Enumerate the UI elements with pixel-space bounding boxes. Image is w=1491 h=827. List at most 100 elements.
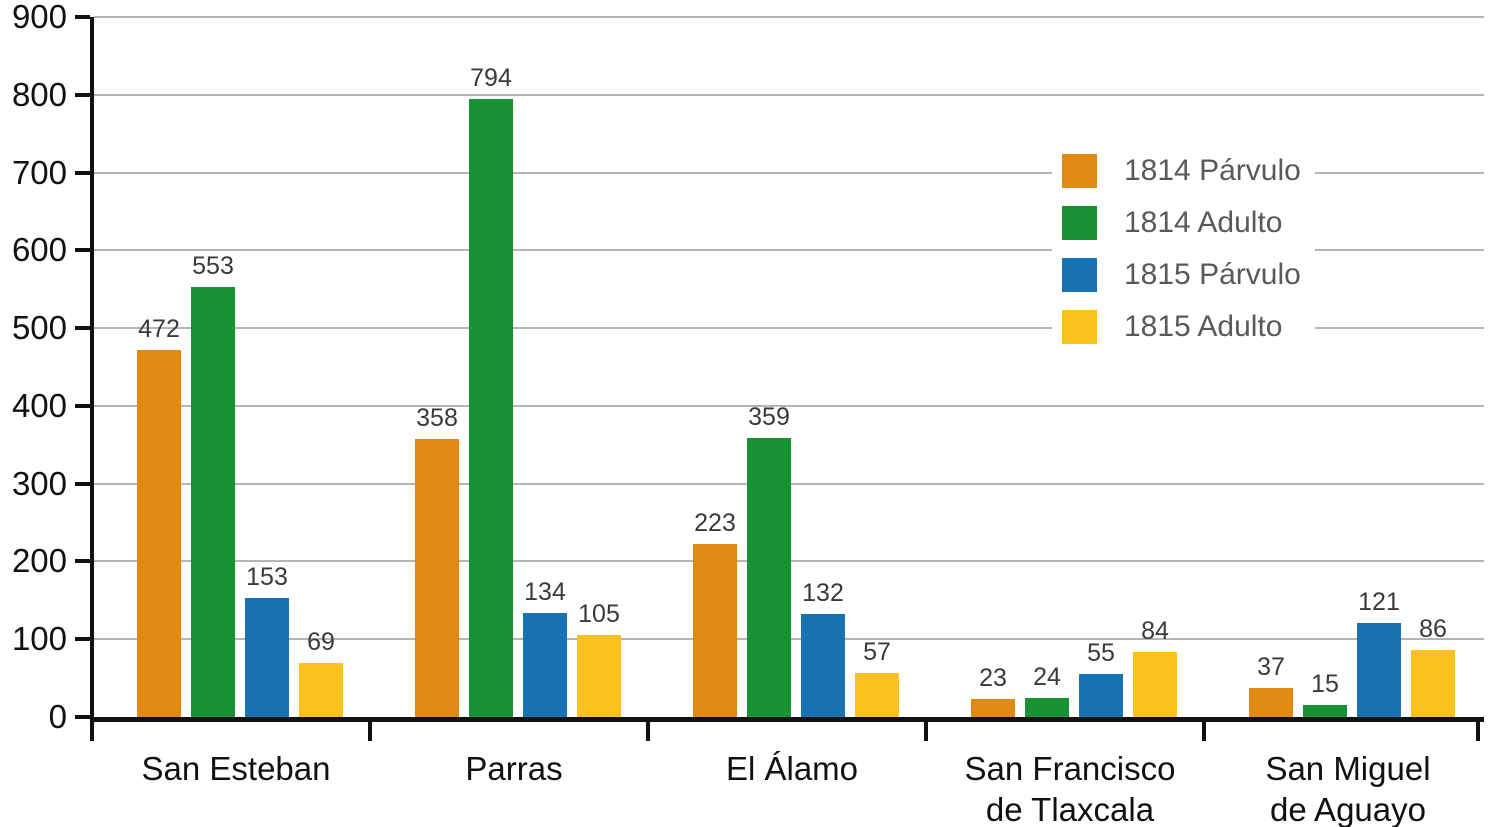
legend-row-1815 Adulto: 1815 Adulto xyxy=(1062,310,1301,344)
bar-1815 Adulto-San Miguel de Aguayo xyxy=(1411,650,1455,717)
legend-row-1815 Párvulo: 1815 Párvulo xyxy=(1062,258,1301,292)
y-axis-tick-700 xyxy=(75,170,90,175)
bar-1814 Párvulo-El Álamo xyxy=(693,543,737,717)
bar-value-label: 794 xyxy=(470,64,512,93)
x-category-label-El Álamo: El Álamo xyxy=(642,748,942,789)
bar-1815 Párvulo-Parras xyxy=(523,612,567,717)
x-axis-tick-5 xyxy=(1476,717,1480,741)
bar-1814 Párvulo-San Esteban xyxy=(137,349,181,717)
bar-1814 Párvulo-San Francisco de Tlaxcala xyxy=(971,699,1015,717)
legend-swatch-1815 Adulto xyxy=(1062,310,1097,344)
bar-1815 Párvulo-San Esteban xyxy=(245,598,289,717)
bar-group-Parras: 358 794 134 105 xyxy=(372,17,650,717)
legend-label: 1814 Adulto xyxy=(1124,206,1283,239)
plot-area: 472 553 153 69 358 794 134 105 223 359 132 57 23 24 55… xyxy=(90,16,1484,722)
gridline-500 xyxy=(94,327,1484,330)
bar-value-label: 15 xyxy=(1311,670,1339,699)
bar-1814 Adulto-San Esteban xyxy=(191,286,235,717)
gridline-600 xyxy=(94,249,1484,252)
y-axis-tick-600 xyxy=(75,248,90,253)
y-axis-label-500: 500 xyxy=(11,309,67,347)
bar-1815 Adulto-Parras xyxy=(577,635,621,717)
gridline-400 xyxy=(94,404,1484,407)
x-category-label-line: de Aguayo xyxy=(1270,791,1426,827)
bar-value-label: 23 xyxy=(979,664,1007,693)
bar-1814 Párvulo-Parras xyxy=(415,438,459,717)
y-axis-tick-500 xyxy=(75,326,90,331)
bar-value-label: 472 xyxy=(138,314,180,343)
gridline-900 xyxy=(94,16,1484,18)
x-axis-tick-4 xyxy=(1202,717,1206,741)
bar-value-label: 105 xyxy=(578,600,620,629)
bar-value-label: 86 xyxy=(1419,615,1447,644)
bar-1814 Párvulo-San Miguel de Aguayo xyxy=(1249,688,1293,717)
bar-1815 Párvulo-San Francisco de Tlaxcala xyxy=(1079,674,1123,717)
y-axis-label-0: 0 xyxy=(48,698,67,735)
bar-1815 Párvulo-El Álamo xyxy=(801,614,845,717)
legend-label: 1814 Párvulo xyxy=(1124,154,1301,187)
y-axis-tick-900 xyxy=(75,15,90,19)
x-axis-tick-3 xyxy=(924,717,928,741)
bar-group-San Miguel de Aguayo: 37 15 121 86 xyxy=(1206,17,1484,717)
x-category-label-line: San Esteban xyxy=(141,750,331,787)
y-axis-label-400: 400 xyxy=(11,386,67,424)
y-axis-label-200: 200 xyxy=(11,542,67,580)
x-category-label-line: de Tlaxcala xyxy=(985,791,1155,827)
y-axis-tick-0 xyxy=(75,715,90,719)
x-axis-tick-2 xyxy=(646,717,650,741)
y-axis-label-900: 900 xyxy=(11,0,67,35)
bar-1815 Adulto-El Álamo xyxy=(855,672,899,717)
bar-value-label: 134 xyxy=(524,577,566,606)
bar-value-label: 84 xyxy=(1141,616,1169,645)
bar-value-label: 553 xyxy=(192,251,234,280)
bar-1814 Adulto-San Francisco de Tlaxcala xyxy=(1025,698,1069,717)
y-axis-label-100: 100 xyxy=(11,620,67,658)
x-axis-tick-0 xyxy=(90,717,94,741)
y-axis-tick-300 xyxy=(75,481,90,486)
bar-value-label: 69 xyxy=(307,628,335,657)
bar-group-El Álamo: 223 359 132 57 xyxy=(650,17,928,717)
bar-value-label: 359 xyxy=(748,402,790,431)
x-category-label-line: San Miguel xyxy=(1265,750,1431,787)
bar-value-label: 57 xyxy=(863,637,891,666)
bar-value-label: 223 xyxy=(694,508,736,537)
bar-value-label: 37 xyxy=(1257,653,1285,682)
x-category-label-San Miguel de Aguayo: San Miguel de Aguayo xyxy=(1198,748,1491,827)
bar-1814 Adulto-El Álamo xyxy=(747,437,791,717)
bar-value-label: 132 xyxy=(802,579,844,608)
legend-label: 1815 Adulto xyxy=(1124,310,1283,343)
bar-1814 Adulto-San Miguel de Aguayo xyxy=(1303,705,1347,717)
x-axis-tick-1 xyxy=(368,717,372,741)
x-category-label-line: San Francisco xyxy=(964,750,1176,787)
bar-value-label: 24 xyxy=(1033,663,1061,692)
bar-value-label: 55 xyxy=(1087,639,1115,668)
bar-value-label: 153 xyxy=(246,563,288,591)
y-axis-label-800: 800 xyxy=(11,75,67,113)
bar-1815 Párvulo-San Miguel de Aguayo xyxy=(1357,622,1401,717)
legend-label: 1815 Párvulo xyxy=(1124,258,1301,291)
legend-row-1814 Párvulo: 1814 Párvulo xyxy=(1062,154,1301,188)
x-category-label-line: El Álamo xyxy=(725,750,859,787)
bar-group-San Francisco de Tlaxcala: 23 24 55 84 xyxy=(928,17,1206,717)
gridline-700 xyxy=(94,171,1484,174)
bar-value-label: 358 xyxy=(416,403,458,432)
x-category-label-San Francisco de Tlaxcala: San Francisco de Tlaxcala xyxy=(920,748,1220,827)
y-axis-tick-200 xyxy=(75,559,90,564)
gridline-800 xyxy=(94,93,1484,96)
y-axis-label-300: 300 xyxy=(11,464,67,502)
legend-row-1814 Adulto: 1814 Adulto xyxy=(1062,206,1301,240)
bar-1815 Adulto-San Francisco de Tlaxcala xyxy=(1133,651,1177,717)
y-axis-label-600: 600 xyxy=(11,231,67,269)
bar-1815 Adulto-San Esteban xyxy=(299,663,343,717)
bar-group-San Esteban: 472 553 153 69 xyxy=(94,17,372,717)
legend-swatch-1814 Adulto xyxy=(1062,206,1097,240)
y-axis-label-700: 700 xyxy=(11,153,67,191)
y-axis-tick-800 xyxy=(75,92,90,97)
y-axis-tick-400 xyxy=(75,403,90,408)
x-category-label-Parras: Parras xyxy=(364,748,664,789)
legend-swatch-1814 Párvulo xyxy=(1062,154,1097,188)
bar-value-label: 121 xyxy=(1358,587,1400,616)
x-category-label-San Esteban: San Esteban xyxy=(86,748,386,789)
legend: 1814 Párvulo 1814 Adulto 1815 Párvulo 1815 … xyxy=(1052,148,1315,354)
